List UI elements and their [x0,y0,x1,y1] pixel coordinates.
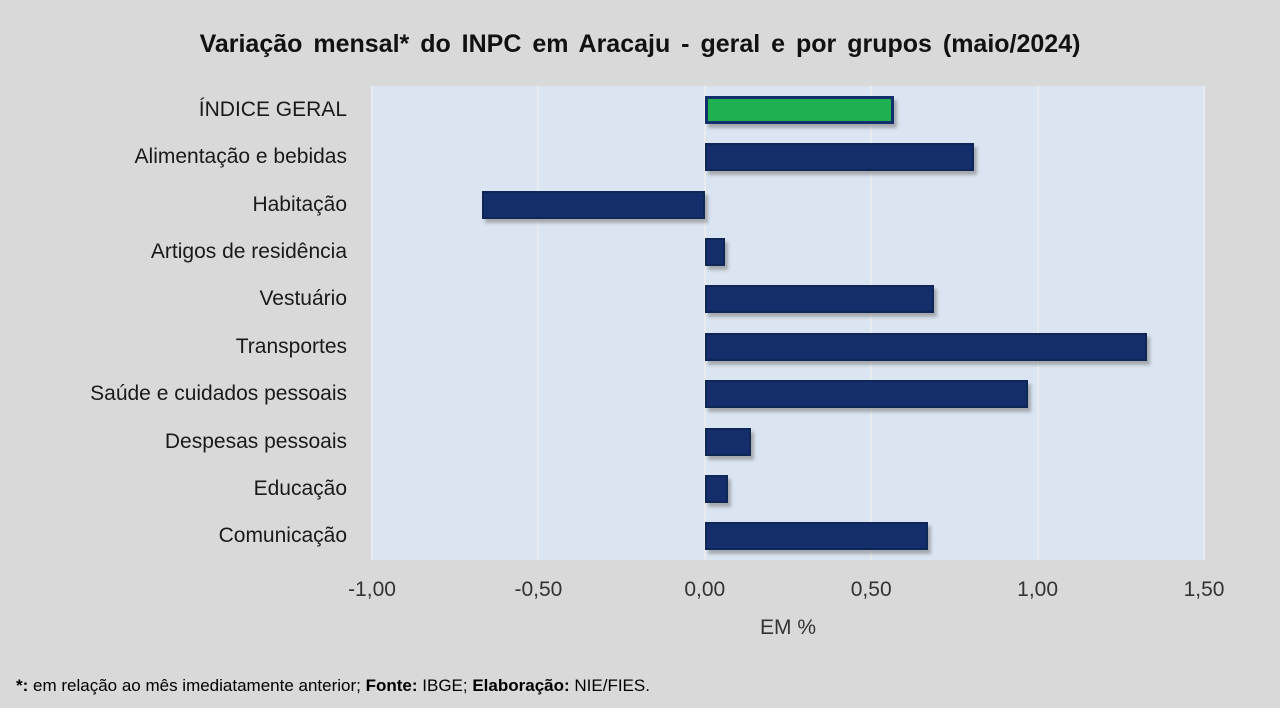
bar [704,427,752,456]
bar [704,332,1148,361]
footnote-bold-text: Elaboração: [472,676,570,695]
footnote-text: NIE/FIES. [569,676,650,695]
x-axis-title: EM % [759,616,816,639]
x-axis-ticks: -1,00 -0,50 0,00 0,50 1,00 1,50 [348,578,1224,606]
footnote-text: IBGE; [417,676,473,695]
chart-title: Variação mensal* do INPC em Aracaju - ge… [199,30,1081,58]
x-tick-label: 1,00 [1017,578,1059,601]
category-axis: ÍNDICE GERAL Alimentação e bebidas Habitaç… [0,86,372,560]
gridline [870,86,873,560]
bar [704,522,928,551]
category-label: Comunicação [218,524,347,548]
category-label: Habitação [252,192,347,216]
category-label: Despesas pessoais [164,429,347,453]
bar-indice-geral [704,95,895,124]
footnote-bold-text: Fonte: [365,676,418,695]
bar [704,474,729,503]
bar [704,285,935,314]
bar [704,380,1028,409]
plot-area [371,86,1205,560]
x-tick-label: 1,50 [1183,578,1225,601]
gridline [371,86,373,560]
gridline [703,86,706,560]
category-label: Vestuário [259,287,347,311]
x-tick-label: 0,50 [850,578,892,601]
footnote-text: em relação ao mês imediatamente anterior… [28,676,366,695]
category-label: ÍNDICE GERAL [198,97,347,121]
category-label: Artigos de residência [150,239,347,263]
bottom-margin [0,708,1280,720]
category-label: Saúde e cuidados pessoais [90,382,347,406]
x-tick-label: -0,50 [514,578,563,601]
footnote: *: em relação ao mês imediatamente anter… [16,676,650,696]
footnote-bold-text: *: [16,676,29,695]
category-label: Educação [253,476,347,500]
bar [704,143,975,172]
category-label: Alimentação e bebidas [134,145,347,169]
category-label: Transportes [235,334,347,358]
gridline [1036,86,1039,560]
bar [704,237,725,266]
gridline [537,86,540,560]
gridline [1203,86,1205,560]
x-tick-label: -1,00 [348,578,396,601]
x-tick-label: 0,00 [684,578,726,601]
bar [481,190,705,219]
